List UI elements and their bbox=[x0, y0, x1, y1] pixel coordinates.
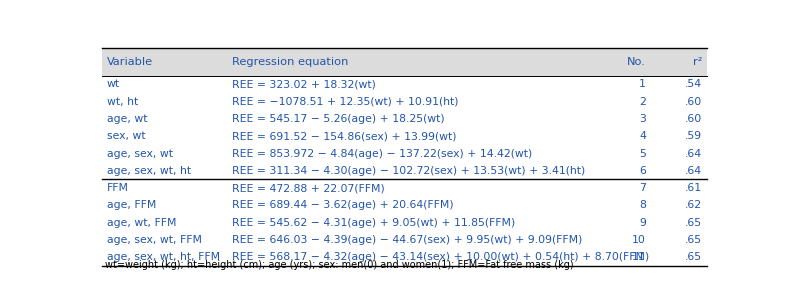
Text: .60: .60 bbox=[685, 97, 702, 107]
Text: .65: .65 bbox=[685, 252, 702, 262]
Text: .59: .59 bbox=[685, 131, 702, 141]
Text: .62: .62 bbox=[685, 201, 702, 210]
Text: 4: 4 bbox=[639, 131, 646, 141]
Text: 9: 9 bbox=[639, 218, 646, 228]
Text: 5: 5 bbox=[639, 148, 646, 159]
Text: age, sex, wt, ht: age, sex, wt, ht bbox=[107, 166, 191, 176]
Text: REE = 472.88 + 22.07(FFM): REE = 472.88 + 22.07(FFM) bbox=[232, 183, 385, 193]
Text: age, wt: age, wt bbox=[107, 114, 147, 124]
Text: REE = 311.34 − 4.30(age) − 102.72(sex) + 13.53(wt) + 3.41(ht): REE = 311.34 − 4.30(age) − 102.72(sex) +… bbox=[232, 166, 585, 176]
Text: .54: .54 bbox=[685, 79, 702, 89]
Text: 10: 10 bbox=[632, 235, 646, 245]
Text: .60: .60 bbox=[685, 114, 702, 124]
Text: 11: 11 bbox=[632, 252, 646, 262]
Text: 3: 3 bbox=[639, 114, 646, 124]
Text: sex, wt: sex, wt bbox=[107, 131, 145, 141]
Text: .64: .64 bbox=[685, 166, 702, 176]
Text: REE = 545.17 − 5.26(age) + 18.25(wt): REE = 545.17 − 5.26(age) + 18.25(wt) bbox=[232, 114, 444, 124]
Text: REE = 691.52 − 154.86(sex) + 13.99(wt): REE = 691.52 − 154.86(sex) + 13.99(wt) bbox=[232, 131, 456, 141]
Text: .64: .64 bbox=[685, 148, 702, 159]
Text: FFM: FFM bbox=[107, 183, 129, 193]
Text: 1: 1 bbox=[639, 79, 646, 89]
Text: REE = 568.17 − 4.32(age) − 43.14(sex) + 10.00(wt) + 0.54(ht) + 8.70(FFM): REE = 568.17 − 4.32(age) − 43.14(sex) + … bbox=[232, 252, 649, 262]
Text: REE = 853.972 − 4.84(age) − 137.22(sex) + 14.42(wt): REE = 853.972 − 4.84(age) − 137.22(sex) … bbox=[232, 148, 532, 159]
Text: .61: .61 bbox=[685, 183, 702, 193]
Text: age, sex, wt, FFM: age, sex, wt, FFM bbox=[107, 235, 201, 245]
Text: age, FFM: age, FFM bbox=[107, 201, 156, 210]
Text: REE = 545.62 − 4.31(age) + 9.05(wt) + 11.85(FFM): REE = 545.62 − 4.31(age) + 9.05(wt) + 11… bbox=[232, 218, 515, 228]
Text: wt: wt bbox=[107, 79, 120, 89]
Text: Variable: Variable bbox=[107, 57, 153, 67]
Text: 2: 2 bbox=[639, 97, 646, 107]
Text: No.: No. bbox=[627, 57, 646, 67]
Text: REE = 646.03 − 4.39(age) − 44.67(sex) + 9.95(wt) + 9.09(FFM): REE = 646.03 − 4.39(age) − 44.67(sex) + … bbox=[232, 235, 582, 245]
Text: 8: 8 bbox=[639, 201, 646, 210]
Text: age, sex, wt, ht, FFM: age, sex, wt, ht, FFM bbox=[107, 252, 219, 262]
Text: .65: .65 bbox=[685, 235, 702, 245]
Text: Regression equation: Regression equation bbox=[232, 57, 348, 67]
Text: REE = 689.44 − 3.62(age) + 20.64(FFM): REE = 689.44 − 3.62(age) + 20.64(FFM) bbox=[232, 201, 454, 210]
Text: REE = −1078.51 + 12.35(wt) + 10.91(ht): REE = −1078.51 + 12.35(wt) + 10.91(ht) bbox=[232, 97, 458, 107]
Text: age, sex, wt: age, sex, wt bbox=[107, 148, 173, 159]
Text: .65: .65 bbox=[685, 218, 702, 228]
Text: 7: 7 bbox=[639, 183, 646, 193]
Text: r²: r² bbox=[693, 57, 702, 67]
Bar bbox=[102, 48, 707, 76]
Text: age, wt, FFM: age, wt, FFM bbox=[107, 218, 176, 228]
Text: wt, ht: wt, ht bbox=[107, 97, 138, 107]
Text: REE = 323.02 + 18.32(wt): REE = 323.02 + 18.32(wt) bbox=[232, 79, 376, 89]
Text: wt=weight (kg); ht=height (cm); age (yrs); sex: men(0) and women(1); FFM=Fat fre: wt=weight (kg); ht=height (cm); age (yrs… bbox=[105, 260, 574, 270]
Text: 6: 6 bbox=[639, 166, 646, 176]
